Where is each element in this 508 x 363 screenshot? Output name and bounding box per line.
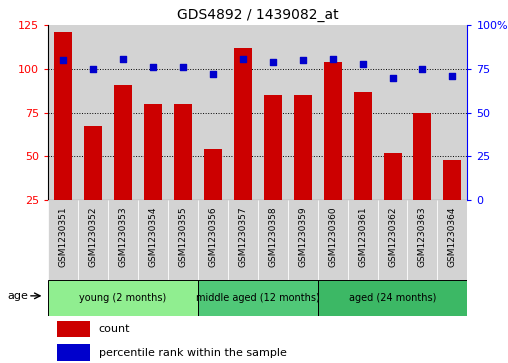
Text: GSM1230361: GSM1230361 xyxy=(358,206,367,267)
Text: GSM1230358: GSM1230358 xyxy=(268,206,277,267)
Text: GSM1230359: GSM1230359 xyxy=(298,206,307,267)
Point xyxy=(239,56,247,61)
Bar xyxy=(318,25,347,200)
Bar xyxy=(347,25,377,200)
Text: GSM1230356: GSM1230356 xyxy=(208,206,217,267)
Bar xyxy=(294,95,312,243)
Bar xyxy=(354,91,371,243)
Bar xyxy=(168,200,198,280)
Bar xyxy=(228,200,258,280)
Bar xyxy=(377,200,407,280)
Bar xyxy=(318,280,467,316)
Bar xyxy=(168,25,198,200)
Bar xyxy=(288,25,318,200)
Bar xyxy=(288,200,318,280)
Bar xyxy=(258,200,288,280)
Bar xyxy=(108,200,138,280)
Bar xyxy=(48,200,78,280)
Bar xyxy=(114,85,132,243)
Point xyxy=(419,66,427,72)
Text: age: age xyxy=(7,291,28,301)
Point xyxy=(359,61,367,67)
Text: aged (24 months): aged (24 months) xyxy=(349,293,436,303)
Text: GSM1230360: GSM1230360 xyxy=(328,206,337,267)
Bar xyxy=(54,32,72,243)
Point xyxy=(179,64,187,70)
Bar xyxy=(407,25,437,200)
Text: GSM1230354: GSM1230354 xyxy=(148,206,157,266)
Bar xyxy=(204,149,222,243)
Point xyxy=(389,75,397,81)
Text: percentile rank within the sample: percentile rank within the sample xyxy=(99,348,287,358)
Bar xyxy=(437,200,467,280)
Bar xyxy=(48,280,198,316)
Bar xyxy=(78,200,108,280)
Bar xyxy=(234,48,252,243)
Bar xyxy=(384,152,401,243)
Bar xyxy=(198,25,228,200)
Point xyxy=(119,56,127,61)
Bar xyxy=(78,25,108,200)
Point xyxy=(269,59,277,65)
Bar xyxy=(48,25,78,200)
Bar xyxy=(56,321,90,337)
Bar xyxy=(443,160,461,243)
Bar xyxy=(437,25,467,200)
Text: GSM1230352: GSM1230352 xyxy=(89,206,98,266)
Text: middle aged (12 months): middle aged (12 months) xyxy=(196,293,320,303)
Bar xyxy=(347,200,377,280)
Bar xyxy=(198,280,318,316)
Point xyxy=(449,73,457,79)
Point xyxy=(59,57,67,63)
Text: GSM1230363: GSM1230363 xyxy=(418,206,427,267)
Bar xyxy=(144,104,162,243)
Bar xyxy=(138,25,168,200)
Point xyxy=(329,56,337,61)
Text: GSM1230353: GSM1230353 xyxy=(118,206,128,267)
Bar xyxy=(198,200,228,280)
Bar xyxy=(318,200,347,280)
Text: GSM1230362: GSM1230362 xyxy=(388,206,397,266)
Point xyxy=(209,71,217,77)
Bar xyxy=(108,25,138,200)
Title: GDS4892 / 1439082_at: GDS4892 / 1439082_at xyxy=(177,8,339,22)
Bar xyxy=(174,104,192,243)
Text: GSM1230351: GSM1230351 xyxy=(59,206,68,267)
Text: GSM1230355: GSM1230355 xyxy=(178,206,187,267)
Bar xyxy=(407,200,437,280)
Bar xyxy=(56,344,90,361)
Text: GSM1230364: GSM1230364 xyxy=(448,206,457,266)
Point xyxy=(299,57,307,63)
Bar xyxy=(138,200,168,280)
Bar xyxy=(258,25,288,200)
Bar xyxy=(377,25,407,200)
Bar xyxy=(84,126,102,243)
Bar xyxy=(414,113,431,243)
Point xyxy=(149,64,157,70)
Bar xyxy=(264,95,282,243)
Text: GSM1230357: GSM1230357 xyxy=(238,206,247,267)
Point xyxy=(89,66,97,72)
Text: young (2 months): young (2 months) xyxy=(79,293,167,303)
Bar xyxy=(228,25,258,200)
Bar xyxy=(324,62,341,243)
Text: count: count xyxy=(99,324,130,334)
